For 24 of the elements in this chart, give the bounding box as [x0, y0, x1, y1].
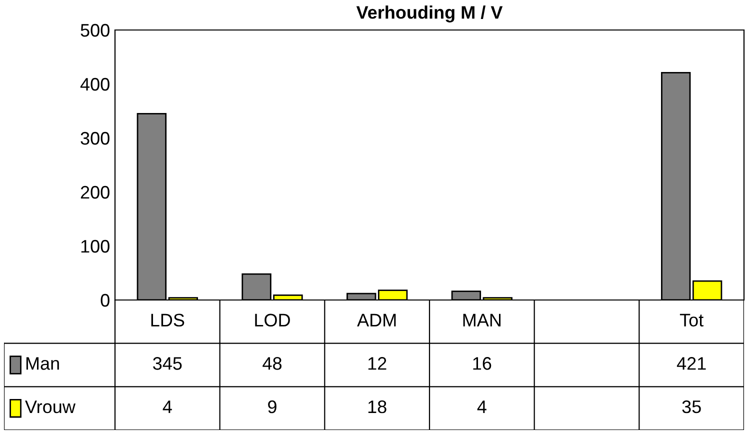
data-label: 16 — [473, 357, 492, 370]
x-tick-label: MAN — [463, 314, 501, 326]
data-label: 18 — [368, 400, 386, 414]
data-label: 35 — [682, 400, 701, 414]
legend-label: Man — [26, 357, 59, 370]
data-label: 4 — [477, 400, 486, 413]
data-label: 421 — [676, 357, 706, 370]
data-label: 9 — [268, 400, 276, 414]
chart-title: Verhouding M / V — [356, 6, 503, 22]
data-label: 48 — [262, 357, 282, 370]
legend-label: Vrouw — [25, 400, 76, 414]
x-tick-label: LOD — [255, 314, 290, 327]
x-tick-label: ADM — [357, 314, 396, 326]
data-label: 12 — [368, 357, 386, 370]
x-tick-label: LDS — [151, 314, 184, 327]
y-tick-label: 300 — [80, 132, 110, 145]
y-tick-label: 100 — [81, 240, 110, 253]
x-tick-label: Tot — [680, 314, 704, 327]
data-label: 345 — [153, 357, 182, 370]
y-tick-label: 400 — [80, 78, 110, 91]
y-tick-label: 200 — [80, 186, 110, 199]
y-tick-label: 0 — [100, 294, 110, 307]
y-tick-label: 500 — [80, 24, 110, 37]
data-label: 4 — [162, 400, 172, 413]
